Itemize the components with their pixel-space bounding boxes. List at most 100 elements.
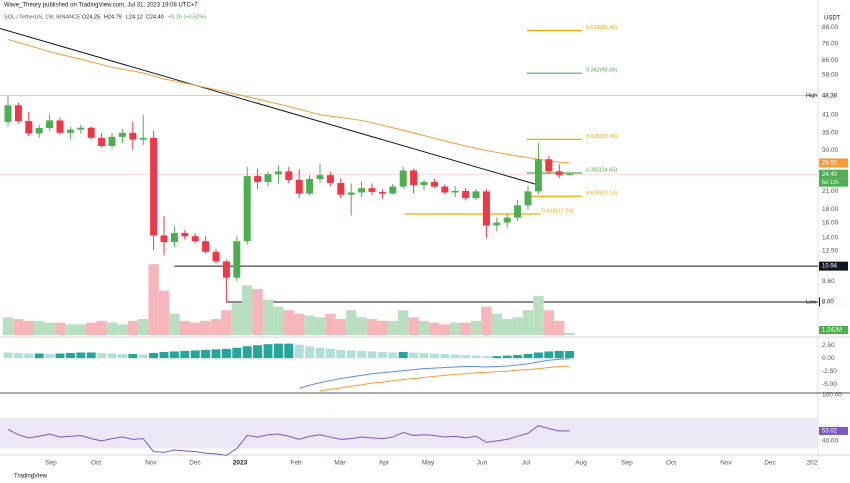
volume-bar bbox=[335, 319, 346, 335]
price-label: 10.94 bbox=[822, 264, 838, 270]
x-tick-label: Sep bbox=[45, 460, 57, 467]
volume-bar bbox=[231, 303, 242, 335]
volume-bar bbox=[481, 306, 492, 335]
symbol: SOL / TetherUS, 1W, BINANCE bbox=[4, 14, 81, 20]
x-tick-label: Feb bbox=[290, 460, 302, 467]
price-label-bg bbox=[819, 261, 848, 271]
macd-tick-label: 2.50 bbox=[822, 342, 835, 349]
macd-bar bbox=[221, 348, 231, 359]
macd-bar bbox=[273, 343, 283, 359]
price-tag: Low bbox=[806, 299, 816, 305]
volume-label-bg bbox=[819, 326, 848, 334]
candle-body bbox=[337, 182, 345, 195]
x-tick-label: 202 bbox=[807, 460, 818, 467]
macd-bar bbox=[3, 352, 13, 359]
macd-bar bbox=[513, 355, 523, 359]
macd-bar bbox=[565, 350, 575, 359]
volume-bar bbox=[314, 317, 326, 335]
candle-body bbox=[420, 181, 428, 186]
x-tick-label: Dec bbox=[764, 460, 776, 467]
macd-bar bbox=[180, 350, 190, 359]
candle-body bbox=[4, 105, 12, 122]
volume-label: 1.242M bbox=[822, 328, 842, 334]
candle-body bbox=[534, 159, 542, 192]
volume-bar bbox=[304, 315, 315, 335]
candle-body bbox=[87, 127, 95, 138]
volume-bar bbox=[13, 319, 24, 335]
volume-bar bbox=[491, 313, 502, 335]
volume-bar bbox=[252, 288, 263, 335]
macd-bar bbox=[232, 347, 242, 359]
x-tick-label: Nov bbox=[145, 460, 157, 467]
candle-body bbox=[243, 176, 251, 242]
rsi-tick-label: 40.00 bbox=[822, 438, 839, 445]
candle-body bbox=[35, 128, 43, 134]
macd-bar bbox=[13, 353, 23, 359]
macd-bar bbox=[554, 350, 564, 359]
macd-bar bbox=[429, 353, 439, 359]
macd-bar bbox=[284, 343, 294, 359]
countdown: 6d 12h bbox=[822, 180, 839, 186]
candle-body bbox=[389, 186, 397, 194]
ohlc-low: L24.12 bbox=[126, 14, 143, 20]
macd-bar bbox=[253, 345, 263, 359]
macd-line bbox=[299, 358, 570, 389]
macd-bar bbox=[45, 354, 55, 359]
macd-bar bbox=[461, 355, 471, 359]
price-tag: High bbox=[806, 93, 817, 99]
x-tick-label: Mar bbox=[334, 460, 346, 467]
macd-bar bbox=[24, 353, 34, 359]
volume-bar bbox=[460, 322, 471, 335]
macd-bar bbox=[325, 348, 335, 359]
rsi-label: 53.02 bbox=[822, 429, 838, 435]
volume-bar bbox=[294, 313, 305, 335]
candle-body bbox=[264, 174, 272, 182]
volume-bar bbox=[200, 320, 211, 335]
y-tick-label: 76.00 bbox=[822, 41, 839, 48]
candle-body bbox=[108, 136, 116, 147]
ohlc-open: O24.25 bbox=[82, 14, 100, 20]
volume-bar bbox=[23, 320, 34, 335]
macd-bar bbox=[367, 351, 377, 359]
macd-bar bbox=[211, 349, 221, 359]
price-label-bg bbox=[820, 297, 849, 307]
candle-body bbox=[66, 129, 74, 133]
ohlc-change: +0.15 (+0.62%) bbox=[168, 14, 206, 20]
candle-body bbox=[254, 176, 262, 182]
volume-bar bbox=[512, 317, 523, 335]
volume-bar bbox=[398, 310, 409, 335]
candle-body bbox=[181, 233, 189, 237]
macd-bar bbox=[65, 353, 75, 359]
macd-bar bbox=[97, 353, 107, 359]
y-tick-label: 66.00 bbox=[822, 57, 839, 64]
candle-body bbox=[56, 120, 64, 133]
candle-body bbox=[160, 235, 168, 243]
volume-bar bbox=[470, 320, 482, 335]
candle-body bbox=[233, 241, 241, 278]
volume-bar bbox=[377, 320, 388, 335]
candle-body bbox=[295, 179, 303, 194]
macd-bar bbox=[86, 352, 96, 359]
candle-body bbox=[139, 137, 147, 140]
volume-bar bbox=[262, 299, 274, 335]
volume-bar bbox=[273, 306, 284, 335]
macd-bar bbox=[419, 353, 429, 359]
volume-bar bbox=[86, 322, 97, 335]
macd-tick-label: 0.00 bbox=[822, 355, 835, 362]
macd-bar bbox=[481, 356, 491, 359]
x-tick-label: Oct bbox=[91, 460, 101, 467]
ohlc-close: C24.40 bbox=[146, 14, 164, 20]
volume-bar bbox=[408, 317, 419, 335]
candle-body bbox=[316, 175, 324, 179]
candle-body bbox=[25, 121, 33, 134]
y-tick-label: 21.00 bbox=[822, 188, 839, 195]
macd-bar bbox=[149, 353, 159, 359]
volume-bar bbox=[356, 317, 367, 335]
volume-bar bbox=[325, 313, 336, 335]
macd-bar bbox=[294, 344, 304, 359]
candle-body bbox=[326, 175, 334, 183]
macd-bar bbox=[544, 351, 554, 359]
volume-bar bbox=[242, 285, 253, 335]
candle-body bbox=[545, 159, 553, 172]
macd-bar bbox=[107, 353, 117, 359]
